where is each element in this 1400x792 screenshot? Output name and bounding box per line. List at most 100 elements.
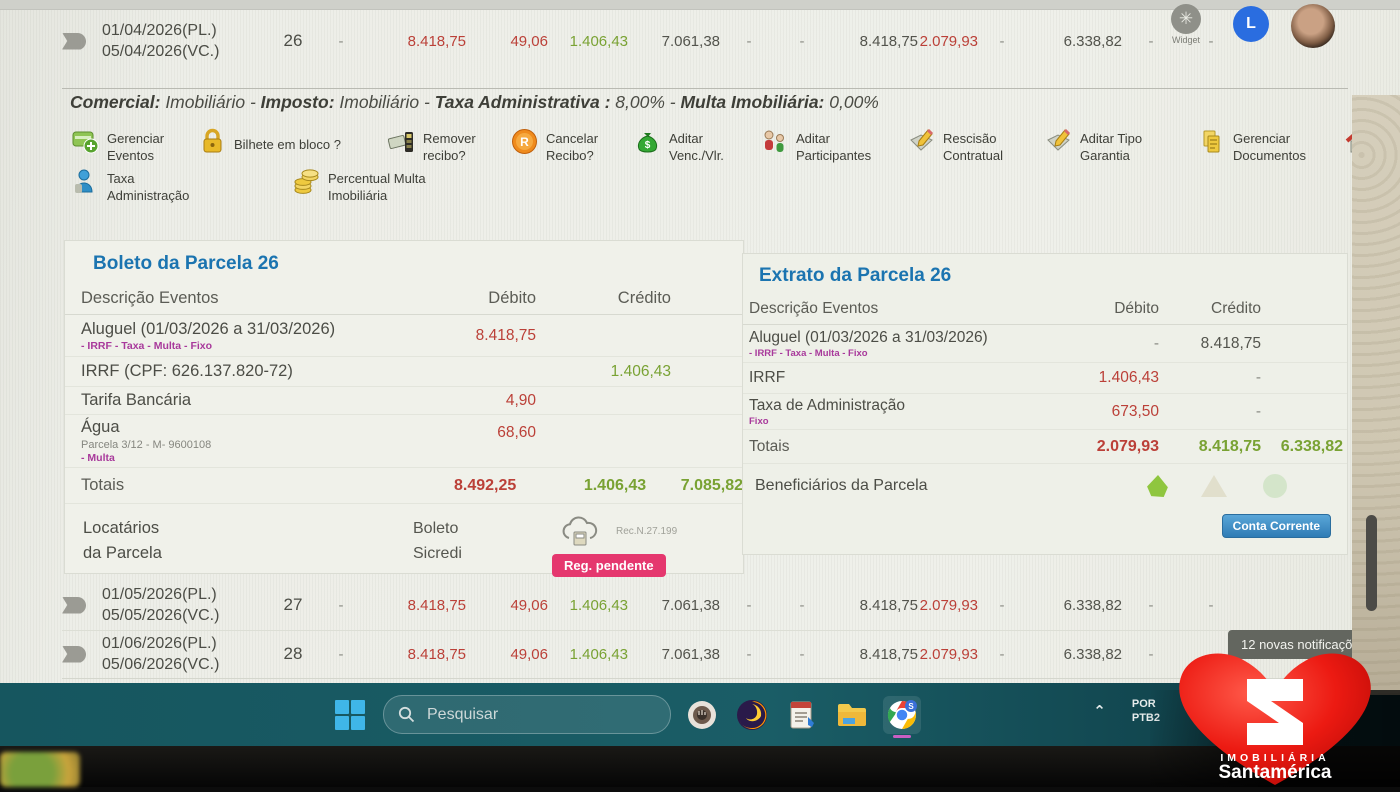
- tool-label: Aditar Venc./Vlr.: [669, 131, 724, 163]
- extrato-row-taxa-adm: Taxa de Administração Fixo 673,50 -: [743, 394, 1347, 430]
- totals-saldo: 6.338,82: [1280, 438, 1343, 455]
- camera-app-icon[interactable]: [683, 696, 721, 734]
- profile-avatar-initial[interactable]: L: [1233, 6, 1269, 42]
- cell-value: -: [799, 645, 805, 663]
- toolbar-percentual-multa[interactable]: Percentual Multa Imobiliária: [293, 168, 448, 204]
- toolbar-aditar-participantes[interactable]: Aditar Participantes: [761, 128, 882, 164]
- boleto-panel: Boleto da Parcela 26 Descrição Eventos D…: [64, 240, 744, 577]
- tool-label: Remover recibo?: [423, 131, 476, 163]
- totals-credito: 1.406,43: [583, 476, 647, 494]
- installment-dates: 01/04/2026(PL.) 05/04/2026(VC.): [102, 20, 270, 62]
- cell-value: -: [338, 645, 344, 663]
- event-name: Taxa de Administração: [749, 397, 905, 414]
- firefox-icon[interactable]: [733, 696, 771, 734]
- toolbar-cancelar-recibo[interactable]: R Cancelar Recibo?: [511, 128, 608, 164]
- banknote-icon: [388, 132, 413, 152]
- cloud-upload-icon[interactable]: [558, 516, 602, 550]
- toolbar-rescisao-contratual[interactable]: Rescisão Contratual: [908, 128, 1019, 164]
- cell-value: -: [746, 596, 752, 614]
- contract-info-line: Comercial: Imobiliário - Imposto: Imobil…: [70, 92, 1330, 113]
- boleto-row-irrf: IRRF (CPF: 626.137.820-72) 1.406,43: [65, 357, 743, 387]
- notes-app-icon[interactable]: [783, 696, 821, 734]
- user-photo-avatar[interactable]: [1291, 4, 1335, 48]
- cell-value: -: [746, 645, 752, 663]
- beneficiary-triangle-icon[interactable]: [1201, 475, 1227, 497]
- boleto-bank-name: Sicredi: [413, 545, 462, 562]
- totals-saldo: 7.085,82: [680, 476, 743, 494]
- taskbar-search[interactable]: [383, 695, 671, 734]
- cell-value: 7.061,38: [661, 596, 720, 614]
- planned-date: 01/06/2026(PL.): [102, 635, 217, 652]
- debito-value: 8.418,75: [475, 327, 536, 344]
- cell-value: 1.406,43: [569, 32, 628, 50]
- due-date: 05/04/2026(VC.): [102, 43, 220, 60]
- col-descricao: Descrição Eventos: [81, 289, 219, 307]
- tool-label: Bilhete em bloco ?: [234, 137, 341, 152]
- beneficiarios-row: Beneficiários da Parcela: [743, 464, 1347, 498]
- file-explorer-icon[interactable]: [833, 696, 871, 734]
- tool-label: Taxa Administração: [107, 171, 190, 203]
- cancel-receipt-icon: R: [512, 129, 537, 154]
- cell-value: -: [1148, 596, 1154, 614]
- debito-value: 68,60: [497, 424, 536, 441]
- bookmark-icon[interactable]: [62, 596, 86, 614]
- bookmark-icon[interactable]: [62, 32, 86, 50]
- debito-value: -: [1153, 335, 1159, 352]
- cell-value: -: [746, 32, 752, 50]
- toolbar-taxa-administracao[interactable]: Taxa Administração: [72, 168, 207, 204]
- toolbar-gerenciar-documentos[interactable]: Gerenciar Documentos: [1198, 128, 1319, 164]
- col-credito: Crédito: [617, 289, 671, 307]
- tool-label: Aditar Participantes: [796, 131, 872, 163]
- boleto-row-aluguel: Aluguel (01/03/2026 a 31/03/2026) - IRRF…: [65, 315, 743, 357]
- toolbar-gerenciar-eventos[interactable]: Gerenciar Eventos: [72, 128, 173, 164]
- separator: -: [664, 92, 681, 112]
- extrato-panel: Extrato da Parcela 26 Descrição Eventos …: [742, 253, 1348, 555]
- divider: [62, 88, 1348, 89]
- separator: -: [419, 92, 435, 112]
- extrato-row-aluguel: Aluguel (01/03/2026 a 31/03/2026) - IRRF…: [743, 325, 1347, 363]
- browser-top-edge: [0, 0, 1400, 10]
- toolbar-aditar-venc-vlr[interactable]: $ Aditar Venc./Vlr.: [634, 128, 735, 164]
- cell-value: 6.338,82: [1063, 645, 1122, 663]
- totals-label: Totais: [749, 438, 790, 455]
- contract-label: Multa Imobiliária:: [680, 92, 825, 112]
- cell-value: -: [1208, 596, 1214, 614]
- widget-button[interactable]: ✳ Widget: [1161, 4, 1211, 45]
- toolbar-aditar-tipo-garantia[interactable]: Aditar Tipo Garantia: [1045, 128, 1172, 164]
- installment-number: 26: [283, 31, 303, 50]
- search-input[interactable]: [425, 704, 599, 725]
- contract-label: Comercial:: [70, 92, 161, 112]
- credito-value: 1.406,43: [610, 362, 671, 380]
- taskbar-overflow-chevron[interactable]: ⌃: [1093, 703, 1106, 720]
- debito-value: 1.406,43: [1098, 369, 1159, 386]
- event-sub-ref: Parcela 3/12 - M- 9600108: [81, 439, 212, 451]
- cell-value: 49,06: [510, 645, 548, 663]
- beneficiary-gem-icon[interactable]: [1147, 474, 1168, 498]
- boleto-table-header: Descrição Eventos Débito Crédito: [65, 285, 743, 315]
- col-credito: Crédito: [1211, 300, 1261, 317]
- start-button[interactable]: [335, 699, 365, 730]
- scrollbar-thumb[interactable]: [1366, 515, 1377, 611]
- cell-value: 8.418,75: [407, 596, 466, 614]
- toolbar-remover-recibo[interactable]: Remover recibo?: [388, 128, 485, 164]
- beneficiary-circle-icon[interactable]: [1263, 474, 1287, 498]
- contract-value: Imobiliário: [160, 92, 246, 112]
- boleto-totals-row: Totais 8.492,25 1.406,43 7.085,82: [65, 468, 743, 504]
- people-icon: [764, 130, 784, 152]
- toolbar-bilhete-em-bloco[interactable]: Bilhete em bloco ?: [199, 128, 362, 155]
- installment-row-26[interactable]: 01/04/2026(PL.) 05/04/2026(VC.) 26 - 8.4…: [62, 16, 1352, 66]
- boleto-bank-label: Boleto: [413, 520, 459, 537]
- installment-row-28[interactable]: 01/06/2026(PL.) 05/06/2026(VC.) 28 - 8.4…: [62, 629, 1352, 679]
- bookmark-icon[interactable]: [62, 645, 86, 663]
- installment-row-27[interactable]: 01/05/2026(PL.) 05/05/2026(VC.) 27 - 8.4…: [62, 580, 1352, 631]
- boleto-row-agua: Água Parcela 3/12 - M- 9600108 - Multa 6…: [65, 415, 743, 468]
- chrome-icon[interactable]: S: [883, 695, 921, 738]
- widget-icon: ✳: [1171, 4, 1201, 34]
- tool-label: Cancelar Recibo?: [546, 131, 599, 163]
- tool-label: Gerenciar Eventos: [107, 131, 165, 163]
- event-name: Aluguel (01/03/2026 a 31/03/2026): [749, 329, 988, 346]
- money-bag-icon: $: [637, 133, 658, 153]
- conta-corrente-button[interactable]: Conta Corrente: [1221, 514, 1331, 538]
- cell-value: 8.418,75: [407, 645, 466, 663]
- credito-value: -: [1255, 369, 1261, 386]
